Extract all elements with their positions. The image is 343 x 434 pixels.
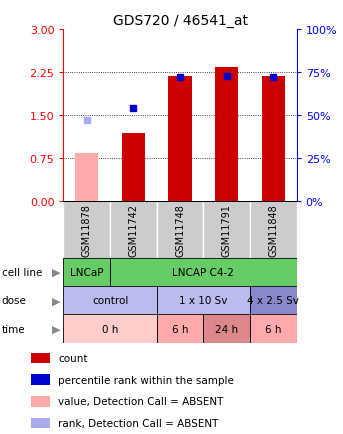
Bar (157, 286, 250, 315)
Bar (110, 258, 297, 286)
Text: control: control (92, 296, 128, 306)
Bar (250, 202, 297, 258)
Bar (31, 375, 50, 385)
Text: 1 x 10 Sv: 1 x 10 Sv (179, 296, 228, 306)
Bar (75, 153, 98, 202)
Text: ▶: ▶ (52, 296, 61, 306)
Text: 4 x 2.5 Sv: 4 x 2.5 Sv (247, 296, 299, 306)
Text: LNCAP C4-2: LNCAP C4-2 (173, 267, 234, 277)
Text: cell line: cell line (2, 267, 42, 277)
Text: 24 h: 24 h (215, 324, 238, 334)
Bar (168, 77, 192, 202)
Bar (250, 315, 297, 343)
Text: count: count (58, 353, 88, 363)
Bar (63, 258, 110, 286)
Bar (203, 315, 250, 343)
Bar (63, 286, 157, 315)
Text: ▶: ▶ (52, 324, 61, 334)
Text: 6 h: 6 h (265, 324, 282, 334)
Bar (203, 202, 250, 258)
Text: time: time (2, 324, 25, 334)
Text: GSM11791: GSM11791 (222, 204, 232, 256)
Text: GSM11878: GSM11878 (82, 204, 92, 256)
Text: percentile rank within the sample: percentile rank within the sample (58, 375, 234, 385)
Bar (31, 418, 50, 428)
Bar (31, 396, 50, 407)
Text: ▶: ▶ (52, 267, 61, 277)
Bar (110, 202, 157, 258)
Bar (122, 133, 145, 202)
Text: GSM11742: GSM11742 (128, 204, 139, 256)
Text: GSM11848: GSM11848 (268, 204, 279, 256)
Bar (63, 315, 157, 343)
Bar (250, 286, 297, 315)
Text: value, Detection Call = ABSENT: value, Detection Call = ABSENT (58, 397, 224, 406)
Bar (63, 202, 110, 258)
Bar (262, 77, 285, 202)
Title: GDS720 / 46541_at: GDS720 / 46541_at (113, 14, 248, 28)
Text: GSM11748: GSM11748 (175, 204, 185, 256)
Text: 0 h: 0 h (102, 324, 118, 334)
Text: rank, Detection Call = ABSENT: rank, Detection Call = ABSENT (58, 418, 219, 428)
Text: LNCaP: LNCaP (70, 267, 104, 277)
Text: dose: dose (2, 296, 27, 306)
Bar (157, 202, 203, 258)
Bar (215, 68, 238, 202)
Bar (31, 353, 50, 363)
Bar (157, 315, 203, 343)
Text: 6 h: 6 h (172, 324, 188, 334)
